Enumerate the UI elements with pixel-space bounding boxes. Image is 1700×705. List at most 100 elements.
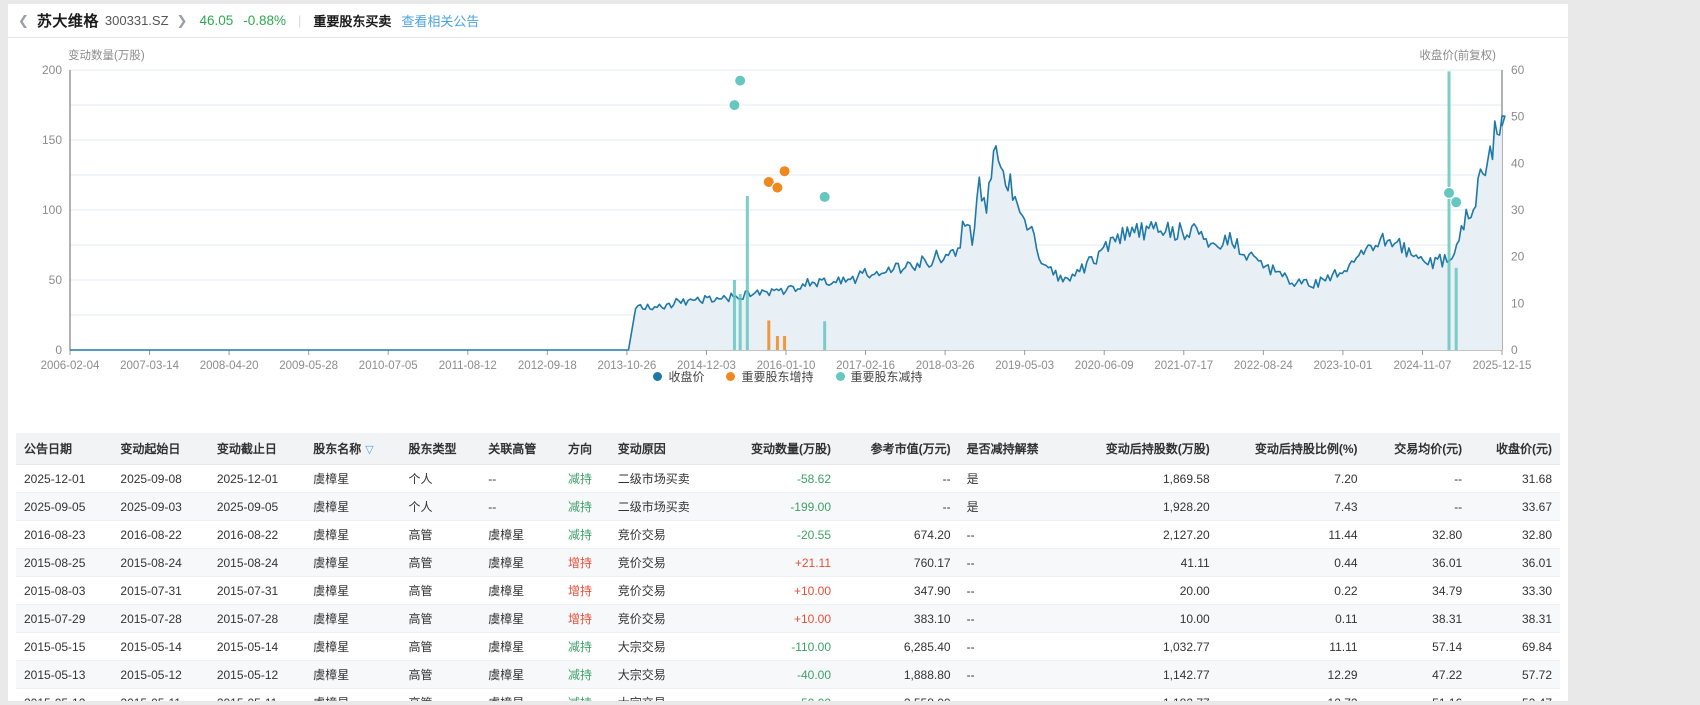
column-header-direction[interactable]: 方向 [559,433,610,465]
cell-reason: 竞价交易 [609,520,720,549]
table-row[interactable]: 2015-05-13 2015-05-12 2015-05-12 虞樟星 高管 虞樟星 减持… [16,660,1560,689]
cell-after_pct: 0.22 [1217,576,1366,605]
cell-announce_date: 2015-08-03 [16,576,113,605]
chevron-right-icon[interactable]: ❯ [176,12,188,28]
cell-avg_price: 34.79 [1365,576,1471,605]
column-header-holder_type[interactable]: 股东类型 [400,433,481,465]
cell-related_exec: -- [480,492,560,521]
table-row[interactable]: 2015-08-03 2015-07-31 2015-07-31 虞樟星 高管 虞樟星 增持… [16,576,1560,605]
svg-text:100: 100 [42,203,62,217]
legend-item-increase[interactable]: 重要股东增持 [726,368,814,385]
svg-text:2011-08-12: 2011-08-12 [439,360,497,372]
svg-text:2022-08-24: 2022-08-24 [1234,360,1293,372]
column-header-unlocked[interactable]: 是否减持解禁 [958,433,1069,465]
column-header-start_date[interactable]: 变动起始日 [112,433,209,465]
cell-close_price: 57.72 [1470,660,1560,689]
column-header-label: 关联高管 [488,442,537,456]
cell-after_pct: 11.44 [1217,520,1366,549]
cell-end_date: 2015-08-24 [208,548,306,577]
cell-ref_value: -- [839,492,959,521]
left-axis-caption: 变动数量(万股) [68,50,145,62]
column-header-related_exec[interactable]: 关联高管 [480,433,560,465]
cell-announce_date: 2015-05-12 [16,688,113,701]
column-header-after_pct[interactable]: 变动后持股比例(%) [1217,433,1366,465]
svg-text:2018-03-26: 2018-03-26 [916,360,975,372]
table-body: 2025-12-01 2025-09-08 2025-12-01 虞樟星 个人 -- 减持二… [16,464,1560,701]
svg-text:2021-07-17: 2021-07-17 [1154,360,1213,372]
cell-after_pct: 7.20 [1217,464,1366,493]
cell-after_shares: 1,869.58 [1068,464,1218,493]
cell-reason: 竞价交易 [609,576,720,605]
svg-text:20: 20 [1511,250,1525,264]
filter-icon[interactable]: ▽ [365,444,374,456]
cell-direction: 减持 [559,464,610,493]
column-header-reason[interactable]: 变动原因 [609,433,720,465]
table-row[interactable]: 2015-05-15 2015-05-14 2015-05-14 虞樟星 高管 虞樟星 减持… [16,632,1560,661]
column-header-end_date[interactable]: 变动截止日 [208,433,306,465]
svg-text:30: 30 [1511,203,1525,217]
column-header-announce_date[interactable]: 公告日期 [16,433,113,465]
column-header-label: 变动截止日 [216,442,277,456]
cell-holder_type: 高管 [400,604,481,633]
cell-start_date: 2015-05-11 [112,688,209,701]
cell-direction: 增持 [559,548,610,577]
cell-holder_type: 高管 [400,688,481,701]
cell-after_pct: 12.29 [1217,660,1366,689]
column-header-change_qty[interactable]: 变动数量(万股) [719,433,840,465]
svg-text:2007-03-14: 2007-03-14 [120,360,179,372]
table-row[interactable]: 2015-07-29 2015-07-28 2015-07-28 虞樟星 高管 虞樟星 增持… [16,604,1560,633]
column-header-ref_value[interactable]: 参考市值(万元) [839,433,959,465]
cell-end_date: 2015-05-11 [208,688,306,701]
cell-end_date: 2015-05-14 [208,632,306,661]
svg-text:2020-06-09: 2020-06-09 [1075,360,1134,372]
cell-reason: 大宗交易 [609,688,720,701]
table-row[interactable]: 2025-09-05 2025-09-03 2025-09-05 虞樟星 个人 -- 减持二… [16,492,1560,521]
legend-item-decrease[interactable]: 重要股东减持 [835,368,923,385]
cell-unlocked: -- [958,688,1069,701]
table-row[interactable]: 2025-12-01 2025-09-08 2025-12-01 虞樟星 个人 -- 减持二… [16,464,1560,493]
stock-code: 300331.SZ [104,13,169,28]
cell-change_qty: +21.11 [719,548,840,577]
column-header-label: 变动原因 [617,442,666,456]
column-header-avg_price[interactable]: 交易均价(元) [1365,433,1471,465]
cell-avg_price: 57.14 [1365,632,1471,661]
cell-ref_value: 347.90 [839,576,959,605]
cell-change_qty: +10.00 [719,576,840,605]
column-header-close_price[interactable]: 收盘价(元) [1470,433,1560,465]
right-axis-caption: 收盘价(前复权) [1419,50,1496,62]
cell-close_price: 33.30 [1470,576,1560,605]
column-header-label: 变动起始日 [120,442,181,456]
table-row[interactable]: 2015-05-122015-05-112015-05-11虞樟星高管虞樟星减持… [16,688,1560,701]
cell-after_shares: 20.00 [1068,576,1218,605]
cell-related_exec: 虞樟星 [480,576,560,605]
svg-text:50: 50 [49,273,63,287]
cell-unlocked: 是 [958,464,1069,493]
cell-avg_price: 51.16 [1365,688,1471,701]
chart-legend: 收盘价 重要股东增持 重要股东减持 [8,368,1568,385]
column-header-after_shares[interactable]: 变动后持股数(万股) [1068,433,1218,465]
cell-holder: 虞樟星 [305,576,401,605]
table-row[interactable]: 2016-08-23 2016-08-22 2016-08-22 虞樟星 高管 虞樟星 减持… [16,520,1560,549]
cell-after_shares: 2,127.20 [1068,520,1218,549]
cell-announce_date: 2015-08-25 [16,548,113,577]
svg-text:2012-09-18: 2012-09-18 [518,360,577,372]
legend-item-close-price[interactable]: 收盘价 [653,368,704,385]
cell-direction: 增持 [559,604,610,633]
cell-close_price: 31.68 [1470,464,1560,493]
change-percent: -0.88% [243,13,287,28]
svg-text:2014-12-03: 2014-12-03 [677,360,736,372]
chevron-left-icon[interactable]: ❮ [18,13,29,28]
cell-start_date: 2025-09-08 [112,464,209,493]
cell-holder: 虞樟星 [305,492,401,521]
table-row[interactable]: 2015-08-25 2015-08-24 2015-08-24 虞樟星 高管 虞樟星 增持… [16,548,1560,577]
cell-holder: 虞樟星 [305,688,401,701]
cell-direction: 减持 [559,660,610,689]
cell-reason: 大宗交易 [609,660,720,689]
cell-announce_date: 2015-05-15 [16,632,113,661]
column-header-holder[interactable]: 股东名称 ▽ [305,433,401,465]
view-announcements-link[interactable]: 查看相关公告 [401,14,480,29]
cell-after_pct: 7.43 [1217,492,1366,521]
shareholder-trading-chart[interactable]: 变动数量(万股) 收盘价(前复权) 0 50 100 150 200 0 10 20 30 40 5… [8,38,1568,433]
cell-end_date: 2025-09-05 [208,492,306,521]
cell-unlocked: -- [958,576,1069,605]
